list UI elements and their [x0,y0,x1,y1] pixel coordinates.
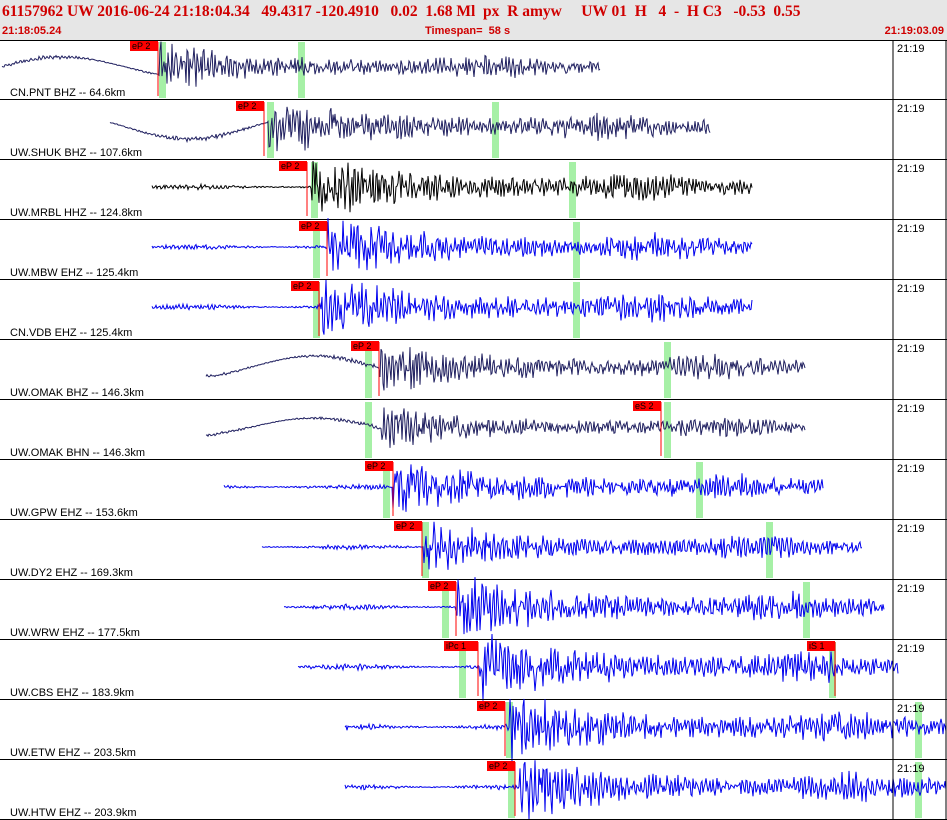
phase-pick-flag[interactable] [299,221,327,231]
phase-window [664,402,671,458]
channel-label: UW.ETW EHZ -- 203.5km [10,747,136,759]
waveform-trace [297,633,899,701]
channel-label: UW.GPW EHZ -- 153.6km [10,507,138,519]
phase-pick-flag[interactable] [487,761,515,771]
phase-window [459,642,466,698]
start-time: 21:18:05.24 [2,25,62,37]
phase-window [365,402,372,458]
minute-tick-label: 21:19 [897,403,925,415]
minute-tick-label: 21:19 [897,103,925,115]
phase-window [442,582,449,638]
minute-tick-label: 21:19 [897,703,925,715]
event-summary: 61157962 UW 2016-06-24 21:18:04.34 49.43… [2,3,801,20]
channel-label: UW.HTW EHZ -- 203.9km [10,807,137,819]
waveform-trace [283,577,885,635]
phase-pick-secondary-label: iS 1 [809,641,825,651]
minute-tick-label: 21:19 [897,163,925,175]
phase-pick-flag[interactable] [444,641,478,651]
phase-window [313,282,320,338]
phase-pick-flag[interactable] [130,41,158,51]
minute-tick-label: 21:19 [897,523,925,535]
channel-label: UW.MBW EHZ -- 125.4km [10,267,138,279]
minute-tick-label: 21:19 [897,583,925,595]
minute-tick-label: 21:19 [897,283,925,295]
channel-label: UW.OMAK BHZ -- 146.3km [10,387,144,399]
channel-label: UW.WRW EHZ -- 177.5km [10,627,140,639]
waveform-trace [151,218,753,271]
phase-pick-label: eP 2 [238,101,256,111]
phase-window [365,342,372,398]
waveform-trace [109,106,711,152]
phase-pick-flag[interactable] [236,101,264,111]
phase-pick-label: eP 2 [353,341,371,351]
waveform-trace [205,407,806,448]
channel-label: CN.PNT BHZ -- 64.6km [10,87,125,99]
phase-window [508,762,515,818]
minute-tick-label: 21:19 [897,763,925,775]
channel-label: CN.VDB EHZ -- 125.4km [10,327,132,339]
minute-tick-label: 21:19 [897,43,925,55]
phase-window [696,462,703,518]
waveform-trace [344,698,947,763]
phase-window [383,462,390,518]
phase-pick-label: eP 2 [489,761,507,771]
phase-pick-label: eP 2 [301,221,319,231]
phase-pick-flag[interactable] [351,341,379,351]
end-time: 21:19:03.09 [884,25,944,37]
minute-tick-label: 21:19 [897,223,925,235]
phase-pick-label: iPc 1 [446,641,466,651]
phase-window [313,222,320,278]
phase-pick-label: eP 2 [281,161,299,171]
minute-tick-label: 21:19 [897,463,925,475]
phase-pick-label: eP 2 [132,41,150,51]
waveform-trace [1,41,601,87]
phase-window [422,522,429,578]
minute-tick-label: 21:19 [897,343,925,355]
phase-window [298,42,305,98]
phase-pick-flag[interactable] [279,161,307,171]
phase-pick-label: eP 2 [367,461,385,471]
phase-window [573,282,580,338]
waveform-trace [344,760,947,820]
phase-pick-label: eS 2 [635,401,654,411]
seismogram-panel[interactable]: eP 2 21:19 CN.PNT BHZ -- 64.6km eP 2 21:19 UW… [0,40,947,820]
phase-pick-flag[interactable] [394,521,422,531]
channel-label: UW.MRBL HHZ -- 124.8km [10,207,142,219]
phase-window [664,342,671,398]
phase-pick-label: eP 2 [430,581,448,591]
channel-label: UW.OMAK BHN -- 146.3km [10,447,145,459]
timespan: Timespan= 58 s [425,25,511,37]
waveform-trace [223,464,824,512]
channel-label: UW.DY2 EHZ -- 169.3km [10,567,133,579]
phase-pick-flag[interactable] [291,281,319,291]
phase-pick-secondary-flag[interactable] [807,641,835,651]
phase-pick-label: eP 2 [479,701,497,711]
channel-label: UW.CBS EHZ -- 183.9km [10,687,134,699]
phase-pick-flag[interactable] [477,701,505,711]
minute-tick-label: 21:19 [897,643,925,655]
waveform-trace [151,279,753,335]
phase-pick-label: eP 2 [293,281,311,291]
phase-pick-flag[interactable] [365,461,393,471]
channel-label: UW.SHUK BHZ -- 107.6km [10,147,142,159]
phase-pick-flag[interactable] [633,401,661,411]
waveform-trace [261,521,863,570]
phase-pick-label: eP 2 [396,521,414,531]
phase-pick-flag[interactable] [428,581,456,591]
waveform-trace [151,160,753,213]
phase-window [506,702,513,758]
waveform-trace [205,347,806,391]
event-header: 61157962 UW 2016-06-24 21:18:04.34 49.43… [0,0,947,41]
